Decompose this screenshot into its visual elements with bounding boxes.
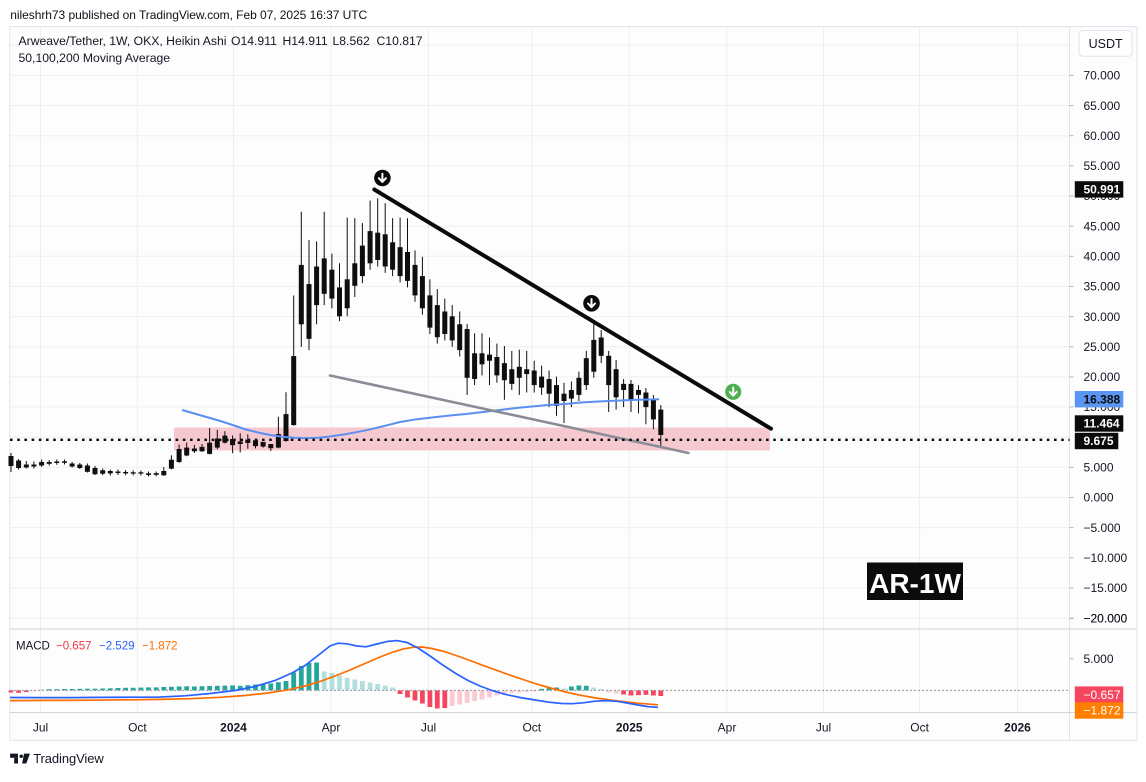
svg-text:nileshrh73 published on Tradin: nileshrh73 published on TradingView.com,… [10, 8, 367, 22]
svg-text:Jul: Jul [33, 721, 48, 735]
svg-text:L8.562: L8.562 [333, 34, 370, 48]
svg-text:−20.000: −20.000 [1084, 611, 1128, 625]
svg-text:65.000: 65.000 [1084, 99, 1121, 113]
svg-text:9.675: 9.675 [1084, 434, 1114, 448]
svg-text:2025: 2025 [616, 721, 643, 735]
svg-text:Jul: Jul [421, 721, 436, 735]
svg-text:−2.529: −2.529 [99, 641, 135, 653]
svg-text:0.000: 0.000 [1084, 491, 1114, 505]
svg-text:−20.000: −20.000 [1084, 612, 1128, 626]
svg-text:Oct: Oct [128, 721, 147, 735]
svg-text:11.464: 11.464 [1084, 417, 1120, 431]
svg-text:20.000: 20.000 [1084, 370, 1121, 384]
svg-text:Arweave/Tether, 1W, OKX, Heiki: Arweave/Tether, 1W, OKX, Heikin Ashi [19, 34, 227, 48]
svg-text:Jul: Jul [816, 721, 831, 735]
svg-text:50.991: 50.991 [1084, 183, 1121, 197]
svg-text:−1.872: −1.872 [142, 641, 178, 653]
svg-text:5.000: 5.000 [1084, 461, 1114, 475]
svg-text:25.000: 25.000 [1084, 340, 1121, 354]
svg-text:40.000: 40.000 [1084, 250, 1121, 264]
svg-text:Apr: Apr [718, 721, 737, 735]
svg-text:35.000: 35.000 [1084, 280, 1121, 294]
svg-text:MACD: MACD [16, 641, 50, 653]
svg-text:45.000: 45.000 [1084, 219, 1121, 233]
svg-text:2026: 2026 [1004, 721, 1031, 735]
svg-text:Apr: Apr [322, 721, 341, 735]
svg-text:O14.911: O14.911 [231, 34, 277, 48]
svg-text:TradingView: TradingView [33, 751, 104, 766]
svg-text:−15.000: −15.000 [1084, 581, 1128, 595]
svg-text:−0.657: −0.657 [56, 641, 92, 653]
svg-text:5.000: 5.000 [1084, 652, 1114, 666]
svg-text:70.000: 70.000 [1084, 69, 1121, 83]
svg-text:60.000: 60.000 [1084, 129, 1121, 143]
svg-text:USDT: USDT [1089, 37, 1123, 51]
svg-text:−10.000: −10.000 [1084, 551, 1128, 565]
svg-text:Oct: Oct [522, 721, 541, 735]
svg-text:30.000: 30.000 [1084, 310, 1121, 324]
svg-text:C10.817: C10.817 [377, 34, 423, 48]
svg-text:−1.872: −1.872 [1084, 704, 1121, 718]
svg-text:50,100,200 Moving Average: 50,100,200 Moving Average [19, 51, 171, 65]
svg-text:AR-1W: AR-1W [869, 568, 961, 599]
svg-text:2024: 2024 [220, 721, 247, 735]
svg-text:16.388: 16.388 [1084, 392, 1121, 406]
svg-text:H14.911: H14.911 [283, 34, 328, 48]
svg-text:Oct: Oct [910, 721, 929, 735]
svg-text:−5.000: −5.000 [1084, 521, 1121, 535]
svg-text:−0.657: −0.657 [1084, 688, 1121, 702]
svg-text:55.000: 55.000 [1084, 159, 1121, 173]
